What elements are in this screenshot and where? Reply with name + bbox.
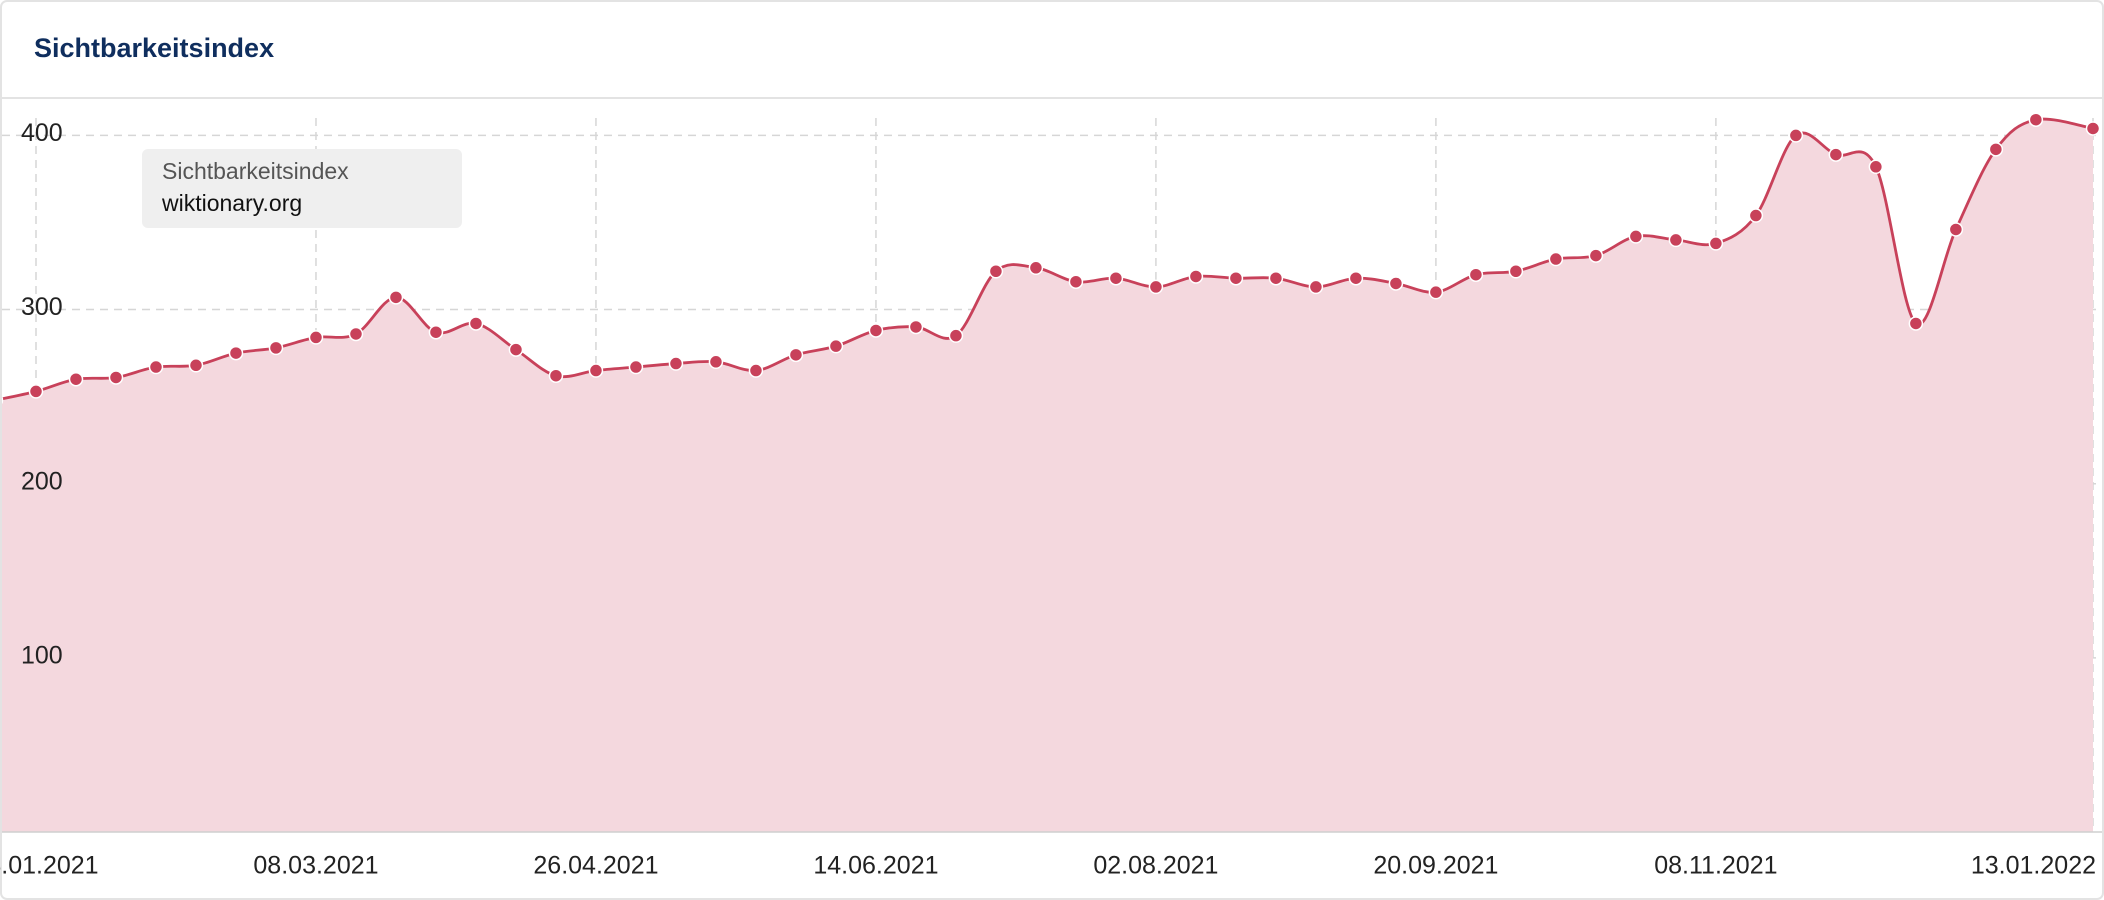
data-point bbox=[748, 363, 764, 378]
data-point bbox=[548, 368, 564, 383]
data-point bbox=[868, 323, 884, 338]
x-tick-label: 08.11.2021 bbox=[1654, 852, 1777, 880]
y-tick-label: 400 bbox=[21, 119, 63, 147]
data-point bbox=[1388, 276, 1404, 291]
data-point bbox=[1748, 208, 1764, 223]
data-point bbox=[1028, 260, 1044, 276]
data-point bbox=[1668, 232, 1684, 248]
x-tick-label: 20.09.2021 bbox=[1373, 852, 1498, 880]
data-point bbox=[1628, 229, 1644, 244]
data-point bbox=[388, 290, 404, 305]
data-point bbox=[1348, 270, 1364, 286]
data-point bbox=[628, 359, 644, 375]
data-point bbox=[708, 354, 724, 370]
area-fill bbox=[2, 119, 2093, 832]
data-point bbox=[1308, 279, 1324, 295]
legend-title: Sichtbarkeitsindex bbox=[162, 158, 349, 184]
data-point bbox=[428, 324, 444, 340]
data-point bbox=[1068, 274, 1084, 289]
plot-area bbox=[2, 112, 2102, 832]
legend-box bbox=[142, 149, 462, 228]
data-point bbox=[508, 342, 524, 357]
data-point bbox=[2, 396, 4, 405]
data-point bbox=[1508, 263, 1524, 279]
data-point bbox=[1228, 270, 1244, 286]
legend: Sichtbarkeitsindex wiktionary.org bbox=[142, 149, 462, 228]
data-point bbox=[1108, 270, 1124, 286]
chart-title: Sichtbarkeitsindex bbox=[34, 33, 274, 63]
x-tick-label: 02.08.2021 bbox=[1093, 852, 1218, 880]
y-tick-label: 200 bbox=[21, 467, 63, 495]
data-point bbox=[1268, 270, 1284, 286]
data-point bbox=[1428, 284, 1444, 300]
data-point bbox=[1828, 147, 1844, 162]
data-point bbox=[788, 347, 804, 363]
data-point bbox=[1908, 316, 1924, 331]
data-point bbox=[188, 358, 204, 373]
data-point bbox=[1468, 267, 1484, 282]
data-point bbox=[1188, 269, 1204, 284]
y-tick-label: 100 bbox=[21, 641, 63, 669]
data-point bbox=[108, 370, 124, 385]
data-point bbox=[988, 263, 1004, 279]
data-point bbox=[668, 356, 684, 371]
data-point bbox=[2028, 112, 2044, 127]
data-point bbox=[28, 384, 44, 399]
data-point bbox=[468, 316, 484, 331]
data-point bbox=[2085, 121, 2101, 136]
data-point bbox=[1588, 248, 1604, 263]
data-point bbox=[1868, 159, 1884, 175]
data-point bbox=[948, 328, 964, 343]
data-point bbox=[1708, 236, 1724, 251]
data-point bbox=[588, 363, 604, 378]
data-point bbox=[908, 319, 924, 335]
data-point bbox=[348, 326, 364, 342]
data-point bbox=[1988, 142, 2004, 157]
y-tick-label: 300 bbox=[21, 293, 63, 321]
data-point bbox=[228, 345, 244, 361]
data-point bbox=[1148, 279, 1164, 295]
data-point bbox=[308, 330, 324, 345]
data-point bbox=[68, 371, 84, 387]
x-tick-label: 14.06.2021 bbox=[813, 852, 938, 880]
data-point bbox=[828, 338, 844, 354]
legend-entry: wiktionary.org bbox=[161, 190, 302, 216]
data-point bbox=[268, 340, 284, 356]
data-point bbox=[1548, 251, 1564, 267]
data-point bbox=[148, 359, 164, 375]
x-tick-label: 26.04.2021 bbox=[533, 852, 658, 880]
x-tick-label: 08.03.2021 bbox=[253, 852, 378, 880]
x-tick-label: 13.01.2022 bbox=[1971, 852, 2096, 880]
data-point bbox=[1788, 128, 1804, 143]
data-point bbox=[1948, 222, 1964, 237]
x-tick-label: 18.01.2021 bbox=[0, 852, 99, 880]
